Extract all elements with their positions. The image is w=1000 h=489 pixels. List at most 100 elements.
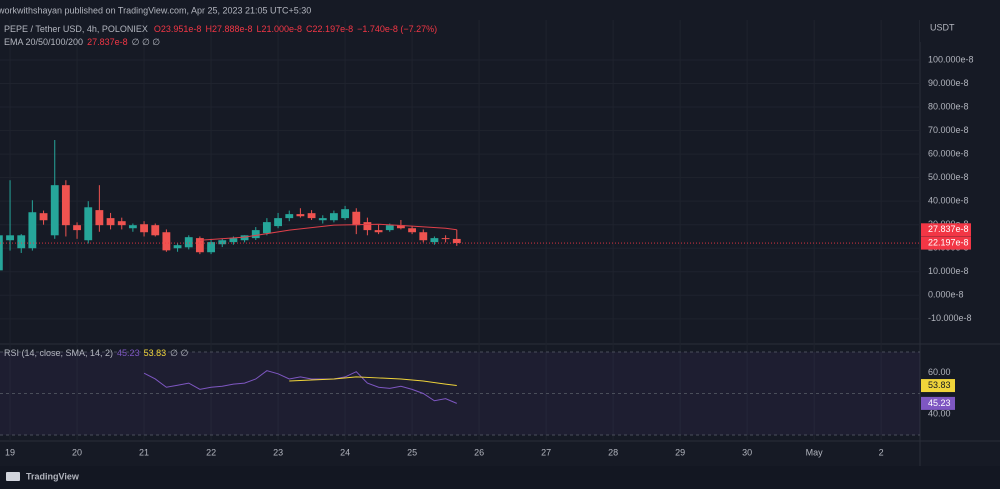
x-tick-label: 25: [407, 447, 417, 457]
x-tick-label: 30: [742, 447, 752, 457]
candle-body: [307, 213, 316, 219]
candle-body: [363, 222, 372, 231]
candle-body: [28, 212, 37, 249]
x-tick-label: 26: [474, 447, 484, 457]
y-tick-label: 100.000e-8: [928, 54, 974, 64]
candle-body: [374, 230, 383, 233]
x-tick-label: 22: [206, 447, 216, 457]
candle-body: [140, 224, 148, 233]
x-tick-label: 23: [273, 447, 283, 457]
x-tick-label: May: [806, 447, 824, 457]
candle-body: [452, 238, 461, 244]
footer-logo: [6, 472, 20, 481]
candle-body: [50, 185, 59, 236]
open: O23.951e-8: [154, 24, 202, 34]
change: −1.740e-8 (−7.27%): [357, 24, 437, 34]
close: C22.197e-8: [306, 24, 353, 34]
footer-brand: TradingView: [26, 471, 80, 481]
y-tick-label: 0.000e-8: [928, 290, 964, 300]
candle-body: [84, 207, 93, 241]
rsi-label-box: [921, 379, 955, 393]
x-tick-label: 29: [675, 447, 685, 457]
candle-body: [240, 235, 249, 241]
candle-body: [251, 230, 260, 239]
rsi-band: [0, 352, 920, 435]
rsi-line: [289, 376, 457, 387]
price-label-box: [921, 223, 971, 237]
candle-body: [385, 225, 394, 231]
x-tick-label: 20: [72, 447, 82, 457]
symbol: PEPE / Tether USD, 4h, POLONIEX: [4, 24, 148, 34]
footer-bar: [0, 466, 1000, 489]
candle-body: [408, 228, 417, 233]
publisher: workwithshayan published on TradingView.…: [0, 5, 311, 15]
x-tick-label: 28: [608, 447, 618, 457]
candle-body: [419, 232, 428, 241]
candle-body: [173, 245, 182, 249]
rsi-label: 53.83: [928, 380, 951, 390]
candle-body: [207, 242, 215, 253]
y-tick-label: 80.000e-8: [928, 101, 969, 111]
price-label: 27.837e-8: [928, 224, 969, 234]
y-tick-label: 10.000e-8: [928, 266, 969, 276]
candle-body: [151, 225, 160, 236]
candle-body: [0, 235, 3, 271]
ema-value: 27.837e-8: [87, 37, 128, 47]
x-tick-label: 24: [340, 447, 350, 457]
candle-body: [39, 213, 48, 221]
candle-body: [73, 225, 81, 231]
rsi-label: 45.23: [928, 398, 951, 408]
rsi-tick-label: 40.00: [928, 409, 951, 419]
x-tick-label: 19: [5, 447, 15, 457]
candle-body: [262, 222, 271, 234]
currency: USDT: [930, 22, 955, 32]
y-tick-label: 40.000e-8: [928, 196, 969, 206]
marks: [0, 140, 920, 404]
y-tick-label: 90.000e-8: [928, 78, 969, 88]
ema-label: EMA 20/50/100/200: [4, 37, 83, 47]
price-label: 22.197e-8: [928, 237, 969, 247]
candle-body: [318, 218, 327, 221]
candle-body: [17, 235, 26, 249]
candle-body: [441, 238, 450, 240]
y-tick-label: 70.000e-8: [928, 125, 969, 135]
candle-body: [106, 218, 115, 226]
candle-body: [329, 213, 338, 221]
ema-rest: ∅ ∅ ∅: [132, 37, 161, 47]
candle-body: [162, 232, 171, 251]
candle-body: [184, 237, 193, 248]
candle-body: [61, 185, 70, 226]
candle-body: [218, 240, 227, 245]
candle-body: [274, 218, 282, 227]
high: H27.888e-8: [205, 24, 252, 34]
ema-line: [199, 223, 457, 241]
legend-ohlc: PEPE / Tether USD, 4h, POLONIEX O23.951e-…: [4, 24, 437, 34]
x-tick-label: 27: [541, 447, 551, 457]
candle-body: [128, 225, 137, 229]
candle-body: [285, 214, 294, 219]
candle-body: [296, 214, 305, 217]
rsi-label-box: [921, 396, 955, 410]
candle-body: [396, 225, 405, 229]
rsi-value: 45.23: [117, 348, 140, 358]
price-label-box: [921, 236, 971, 250]
currency-bg: [920, 20, 1000, 42]
rsi-rest: ∅ ∅: [170, 348, 188, 358]
candle-body: [117, 221, 126, 226]
legend-rsi: RSI (14, close, SMA, 14, 2) 45.23 53.83 ∅ ∅: [4, 348, 188, 358]
rsi-tick-label: 60.00: [928, 367, 951, 377]
x-tick-label: 21: [139, 447, 149, 457]
y-tick-label: 60.000e-8: [928, 148, 969, 158]
candle-body: [352, 211, 361, 226]
y-tick-label: -10.000e-8: [928, 313, 972, 323]
candle-body: [195, 238, 204, 253]
candle-body: [430, 238, 439, 243]
legend-ema: EMA 20/50/100/200 27.837e-8 ∅ ∅ ∅: [4, 37, 160, 47]
candle-body: [6, 235, 14, 241]
low: L21.000e-8: [257, 24, 303, 34]
rsi-sma-value: 53.83: [144, 348, 167, 358]
x-tick-label: 2: [879, 447, 884, 457]
candle-body: [229, 238, 238, 243]
